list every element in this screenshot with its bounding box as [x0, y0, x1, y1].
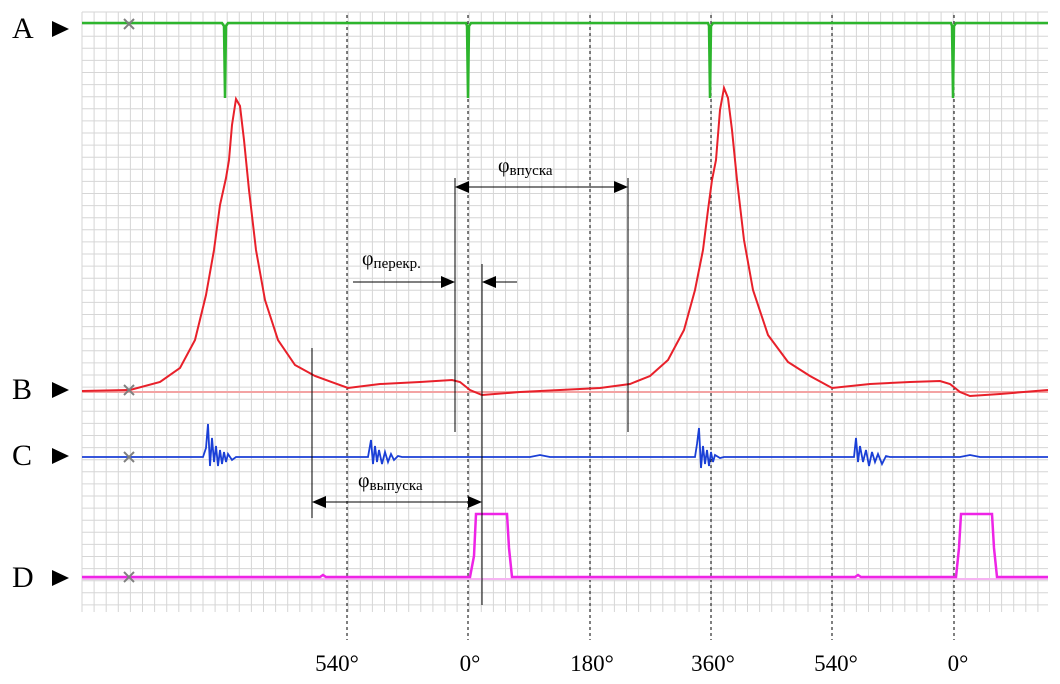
- cursor-markers: [123, 18, 135, 583]
- intake-arrow-right-icon: [614, 181, 628, 193]
- overlap-arrow-right-icon: [482, 276, 496, 288]
- channel-c-arrow-icon: [52, 448, 69, 464]
- channel-a-arrow-icon: [52, 21, 69, 37]
- channel-b-label-group: B: [12, 373, 69, 406]
- channel-d-label-group: D: [12, 561, 69, 594]
- channel-c-label-group: C: [12, 439, 69, 472]
- phase-tick-label: 0°: [948, 651, 969, 676]
- exhaust-subscript: выпуска: [370, 478, 423, 494]
- cursor-marker-c: [123, 451, 135, 463]
- channel-d-arrow-icon: [52, 570, 69, 586]
- overlap-arrow-left-icon: [441, 276, 455, 288]
- exhaust-label: φвыпуска: [358, 470, 423, 494]
- channel-c-label: C: [12, 439, 32, 472]
- intake-duration-annotation: [454, 178, 629, 432]
- cursor-marker-d: [123, 571, 135, 583]
- phase-tick-label: 180°: [570, 651, 614, 676]
- phase-tick-label: 360°: [691, 651, 735, 676]
- phase-tick-label: 0°: [460, 651, 481, 676]
- intake-phi-symbol: φ: [498, 155, 510, 177]
- exhaust-duration-annotation: [311, 348, 482, 518]
- overlap-label: φперекр.: [362, 248, 421, 272]
- phase-tick-label: 540°: [315, 651, 359, 676]
- phase-tick-label: 540°: [814, 651, 858, 676]
- overlap-phi-symbol: φ: [362, 248, 374, 270]
- exhaust-arrow-left-icon: [312, 496, 326, 508]
- oscilloscope-grid: [81, 11, 1048, 612]
- overlap-subscript: перекр.: [374, 256, 421, 272]
- exhaust-arrow-right-icon: [468, 496, 482, 508]
- trace-c-waveform: [82, 423, 1048, 469]
- intake-subscript: впуска: [510, 163, 553, 179]
- phase-marker-lines: [346, 15, 955, 640]
- intake-arrow-left-icon: [455, 181, 469, 193]
- intake-label: φвпуска: [498, 155, 553, 179]
- channel-d-label: D: [12, 561, 34, 594]
- channel-b-arrow-icon: [52, 382, 69, 398]
- cursor-marker-b: [123, 384, 135, 396]
- trace-b-waveform: [81, 84, 1049, 398]
- cursor-marker-a: [123, 18, 135, 30]
- overlap-annotation: [353, 264, 517, 605]
- channel-a-label: A: [12, 12, 34, 45]
- channel-a-label-group: A: [12, 12, 69, 45]
- trace-d-waveform: [82, 512, 1048, 579]
- exhaust-phi-symbol: φ: [358, 470, 370, 492]
- channel-b-label: B: [12, 373, 32, 406]
- trace-a-waveform: [82, 21, 1048, 99]
